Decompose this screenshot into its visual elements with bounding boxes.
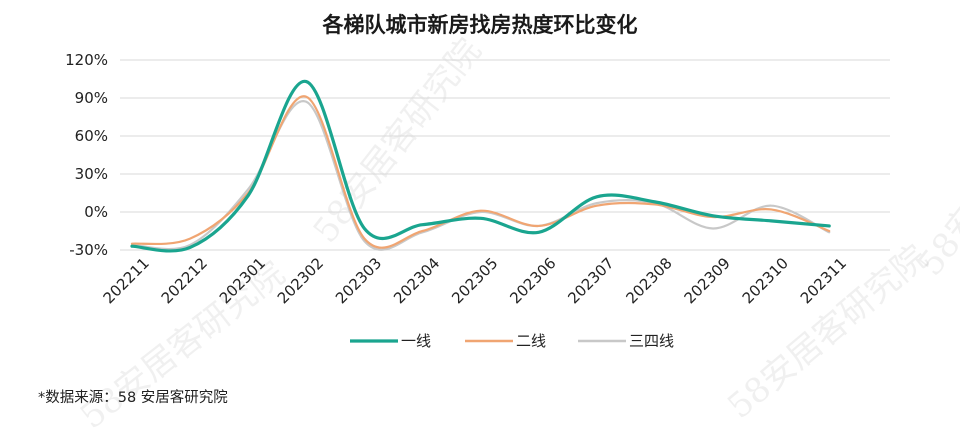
x-tick-label: 202306 [506, 254, 559, 307]
series-group [130, 79, 831, 253]
y-tick-label: 90% [75, 89, 108, 107]
x-tick-label: 202309 [681, 254, 734, 307]
y-tick-label: 120% [65, 51, 108, 69]
series-line-3 [130, 100, 831, 251]
legend-label: 三四线 [629, 332, 674, 350]
x-tick-label: 202308 [623, 254, 676, 307]
x-tick-label: 202307 [564, 254, 617, 307]
x-tick-label: 202305 [448, 254, 501, 307]
legend-label: 一线 [401, 332, 431, 350]
y-axis: 120% 90% 60% 30% 0% -30% [65, 51, 108, 259]
y-tick-label: -30% [69, 241, 108, 259]
y-tick-label: 0% [84, 203, 108, 221]
y-tick-label: 60% [75, 127, 108, 145]
source-note: *数据来源：58 安居客研究院 [38, 389, 228, 406]
watermark-text: 58安居客研究院 [911, 64, 960, 283]
series-line-2 [130, 95, 831, 249]
series-line-1 [130, 79, 831, 253]
x-tick-label: 202303 [332, 254, 385, 307]
x-tick-label: 202310 [739, 254, 792, 307]
legend-label: 二线 [516, 332, 546, 350]
chart-title: 各梯队城市新房找房热度环比变化 [322, 13, 638, 37]
x-tick-label: 202304 [390, 254, 443, 307]
x-tick-label: 202212 [158, 254, 211, 307]
grid [120, 59, 890, 251]
x-tick-label: 202211 [100, 254, 153, 307]
y-tick-label: 30% [75, 165, 108, 183]
legend: 一线 二线 三四线 [350, 332, 674, 350]
